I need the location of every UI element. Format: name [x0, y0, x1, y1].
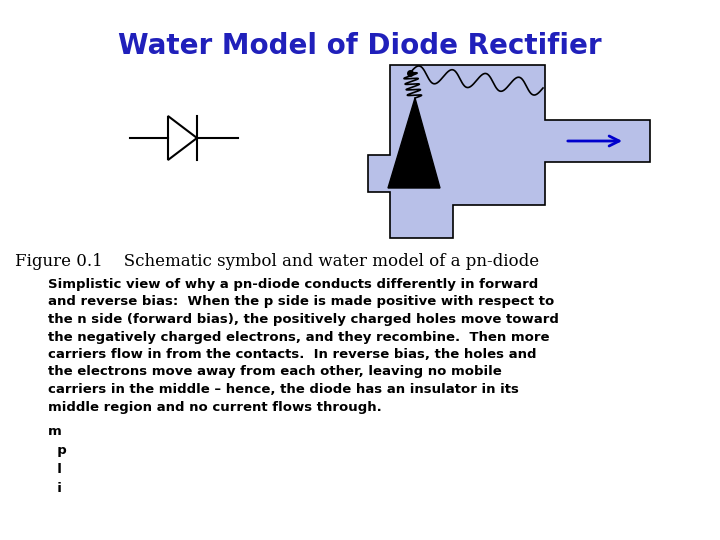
Polygon shape: [388, 98, 440, 188]
Text: Water Model of Diode Rectifier: Water Model of Diode Rectifier: [118, 32, 602, 60]
Text: Simplistic view of why a pn-diode conducts differently in forward
and reverse bi: Simplistic view of why a pn-diode conduc…: [48, 278, 559, 414]
Text: m
  p
  l
  i: m p l i: [48, 425, 67, 495]
Text: Figure 0.1    Schematic symbol and water model of a pn-diode: Figure 0.1 Schematic symbol and water mo…: [15, 253, 539, 270]
Polygon shape: [368, 65, 650, 238]
